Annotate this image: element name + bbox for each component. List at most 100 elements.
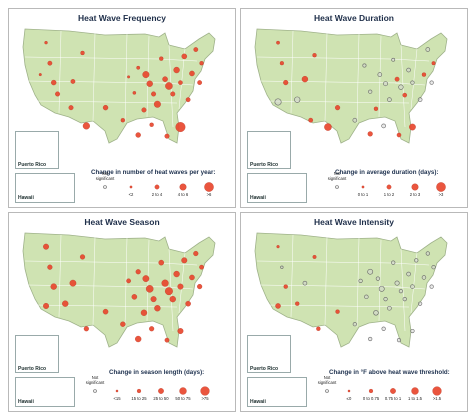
state-boundary	[256, 260, 392, 264]
legend-label: <15	[113, 396, 121, 401]
station-dot	[358, 278, 363, 283]
station-dot	[193, 47, 199, 52]
station-dot	[177, 328, 184, 334]
state-boundary	[410, 48, 418, 110]
station-dot	[324, 123, 332, 131]
legend-dot	[179, 183, 187, 191]
legend-dot	[386, 184, 392, 190]
station-dot	[418, 301, 423, 306]
station-dot	[165, 82, 173, 90]
station-dot	[135, 132, 141, 138]
station-dot	[276, 245, 280, 249]
station-dot	[142, 71, 150, 79]
station-dot	[294, 96, 301, 103]
station-dot	[44, 41, 48, 45]
station-dot	[396, 338, 402, 343]
station-dot	[308, 117, 314, 123]
station-dot	[43, 243, 49, 250]
us-land	[254, 232, 448, 348]
state-boundary	[256, 56, 392, 60]
station-dot	[140, 309, 148, 316]
state-boundary	[258, 284, 402, 288]
station-dot	[169, 295, 176, 303]
legend-label: >3	[438, 192, 444, 197]
station-dot	[378, 285, 385, 292]
station-dot	[381, 326, 386, 331]
puerto-rico-label: Puerto Rico	[250, 162, 279, 168]
station-dot	[387, 97, 392, 102]
legend-dot	[154, 184, 160, 190]
station-dot	[185, 300, 191, 307]
state-boundary	[394, 286, 426, 290]
state-boundary	[158, 262, 198, 266]
state-boundary	[378, 239, 382, 322]
station-dot	[295, 301, 300, 306]
state-boundary	[394, 82, 426, 86]
station-dot	[352, 322, 357, 327]
state-boundary	[58, 30, 62, 114]
station-dot	[80, 50, 85, 56]
station-dot	[429, 284, 434, 289]
station-dot	[312, 53, 317, 58]
legend-dot	[361, 185, 365, 189]
station-dot	[170, 91, 176, 97]
panel-title: Heat Wave Intensity	[314, 217, 394, 227]
duration-panel: Heat Wave Duration Puerto Rico Hawaii Ch…	[240, 8, 468, 208]
puerto-rico-inset	[247, 131, 291, 169]
us-land	[254, 28, 448, 144]
station-dot	[406, 67, 411, 73]
station-dot	[50, 283, 57, 290]
station-dot	[142, 275, 150, 282]
station-dot	[120, 118, 125, 123]
legend-label: ≤0	[346, 396, 352, 401]
state-boundary	[266, 304, 410, 308]
legend-dot	[368, 388, 374, 394]
station-dot	[102, 308, 109, 315]
legend-dot	[136, 388, 142, 394]
station-dot	[396, 132, 402, 138]
legend-label: 2 to 4	[151, 192, 163, 197]
station-dot	[164, 133, 170, 139]
legend-dot	[200, 386, 210, 396]
station-dot	[275, 303, 281, 309]
state-boundary	[266, 100, 410, 104]
legend-title: Change in number of heat waves per year:	[91, 169, 216, 176]
map-intensity	[250, 232, 448, 401]
hawaii-inset	[247, 377, 307, 407]
legend-label: <2	[128, 192, 134, 197]
station-dot	[368, 336, 373, 342]
station-dot	[154, 305, 161, 312]
station-dot	[135, 269, 141, 275]
hawaii-inset	[15, 377, 75, 407]
state-boundary	[390, 262, 430, 266]
station-dot	[38, 73, 42, 77]
station-dot	[402, 297, 407, 302]
station-dot	[68, 105, 74, 111]
legend-label: >6	[206, 192, 212, 197]
station-dot	[185, 97, 191, 103]
legend-label: 25 to 50	[153, 396, 169, 401]
station-dot	[177, 283, 184, 290]
station-dot	[302, 280, 308, 286]
legend-dot	[432, 386, 442, 396]
legend-label: >75	[201, 396, 209, 401]
station-dot	[62, 300, 69, 307]
station-dot	[414, 258, 419, 263]
state-boundary	[324, 32, 328, 122]
station-dot	[197, 284, 203, 290]
state-boundary	[26, 80, 170, 84]
station-dot	[381, 123, 386, 129]
station-dot	[387, 305, 392, 311]
hawaii-inset	[247, 173, 307, 203]
state-boundary	[58, 234, 62, 318]
station-dot	[120, 321, 126, 327]
station-dot	[367, 131, 373, 137]
station-dot	[181, 53, 188, 60]
station-dot	[153, 100, 161, 108]
season-panel: Heat Wave Season Puerto Rico Hawaii Chan…	[8, 212, 236, 412]
legend-dot	[390, 388, 396, 394]
state-boundary	[258, 80, 402, 84]
legend-dot	[158, 388, 164, 394]
station-dot	[431, 61, 436, 66]
panel-title: Heat Wave Duration	[314, 13, 394, 23]
